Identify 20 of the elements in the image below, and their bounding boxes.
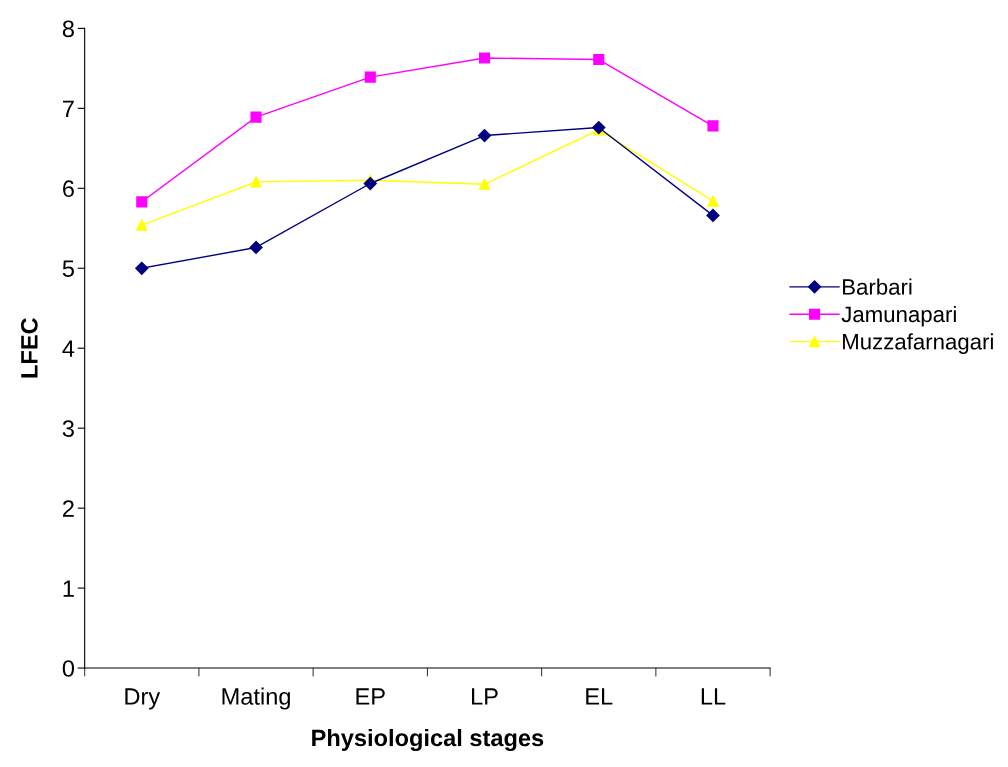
legend-label: Muzzafarnagari: [843, 333, 993, 354]
y-tick-label: 7: [63, 100, 74, 117]
x-tick-label: LP: [472, 688, 498, 705]
y-tick-label: 6: [63, 180, 74, 198]
x-tick-label: Dry: [125, 688, 161, 710]
x-tick-label: Mating: [222, 687, 290, 710]
y-tick-label: 5: [62, 260, 74, 278]
x-axis-title: Physiological stages: [312, 728, 544, 752]
y-tick-label: 3: [62, 420, 74, 437]
x-tick-label: EL: [586, 688, 613, 705]
y-tick-label: 4: [62, 340, 75, 357]
y-tick-label: 8: [62, 20, 74, 38]
y-axis-title: LFEC: [20, 318, 38, 378]
legend-label: Jamunapari: [841, 305, 956, 327]
y-tick-label: 1: [63, 580, 74, 597]
x-tick-label: EP: [356, 688, 385, 705]
y-tick-label: 2: [63, 500, 74, 517]
legend-label: Barbari: [843, 278, 912, 295]
y-tick-label: 0: [62, 660, 75, 677]
x-tick-label: LL: [701, 688, 726, 705]
